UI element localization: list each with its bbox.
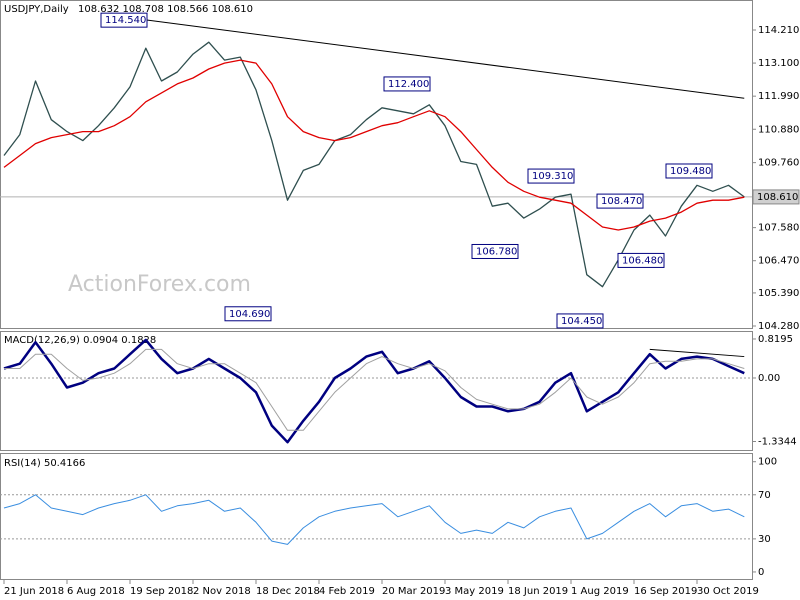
annotation-label: 108.470: [601, 196, 642, 207]
annotation-label: 109.480: [670, 166, 711, 177]
annotation-box: [527, 168, 575, 184]
annotation-label: 104.450: [561, 316, 602, 327]
y-tick-label: 110.880: [758, 124, 799, 135]
ohlc-text: 108.632 108.708 108.566 108.610: [78, 4, 253, 15]
annotation-box: [100, 12, 148, 28]
y-tick-label: 113.100: [758, 58, 799, 69]
annotation-label: 114.540: [105, 15, 146, 26]
rsi-title: RSI(14) 50.4166: [4, 458, 85, 469]
x-tick-label: 3 May 2019: [445, 586, 504, 597]
y-tick-label: 109.760: [758, 158, 799, 169]
last-price-label: 108.610: [757, 192, 798, 203]
x-tick-label: 16 Sep 2019: [634, 586, 697, 597]
annotation-box: [471, 243, 519, 259]
last-price-box: [752, 189, 800, 205]
annotation-box: [224, 306, 272, 322]
series-line: [3, 59, 745, 231]
y-tick-label: -1.3344: [758, 436, 797, 447]
x-tick-label: 21 Jun 2018: [4, 586, 64, 597]
x-tick-label: 2 Nov 2018: [193, 586, 251, 597]
watermark: ActionForex.com: [68, 272, 251, 297]
annotation-box: [596, 193, 644, 209]
y-tick-label: 106.470: [758, 256, 799, 267]
macd-panel: [0, 331, 753, 451]
series-line: [4, 348, 745, 431]
annotation-box: [556, 313, 604, 329]
annotation-label: 109.310: [532, 171, 573, 182]
y-tick-label: 0: [758, 567, 764, 578]
y-tick-label: 111.990: [758, 91, 799, 102]
trend-line: [145, 19, 745, 99]
series-line: [3, 338, 745, 444]
x-tick-label: 1 Aug 2019: [571, 586, 629, 597]
series-line: [3, 494, 745, 545]
annotation-box: [617, 252, 665, 268]
x-tick-label: 30 Oct 2019: [697, 586, 759, 597]
annotation-box: [383, 76, 431, 92]
annotation-label: 106.480: [622, 255, 663, 266]
rsi-panel: [0, 453, 753, 580]
x-tick-label: 20 Mar 2019: [382, 586, 445, 597]
y-tick-label: 100: [758, 457, 777, 468]
x-tick-label: 18 Jun 2019: [508, 586, 568, 597]
x-tick-label: 19 Sep 2018: [130, 586, 193, 597]
y-tick-label: 0.8195: [758, 334, 793, 345]
y-tick-label: 70: [758, 490, 771, 501]
trend-line: [649, 348, 745, 358]
annotation-label: 106.780: [476, 246, 517, 257]
x-tick-label: 6 Aug 2018: [67, 586, 125, 597]
y-tick-label: 114.210: [758, 25, 799, 36]
macd-title: MACD(12,26,9) 0.0904 0.1828: [4, 335, 156, 346]
y-tick-label: 0.00: [758, 373, 780, 384]
x-tick-label: 4 Feb 2019: [319, 586, 375, 597]
x-tick-label: 18 Dec 2018: [256, 586, 320, 597]
annotation-label: 104.690: [229, 309, 270, 320]
y-tick-label: 30: [758, 534, 771, 545]
y-tick-label: 105.390: [758, 288, 799, 299]
y-tick-label: 107.580: [758, 223, 799, 234]
annotation-box: [665, 163, 713, 179]
annotation-label: 112.400: [388, 79, 429, 90]
y-tick-label: 104.280: [758, 321, 799, 332]
symbol-title: USDJPY,Daily: [4, 4, 69, 15]
price-panel: [0, 0, 753, 329]
